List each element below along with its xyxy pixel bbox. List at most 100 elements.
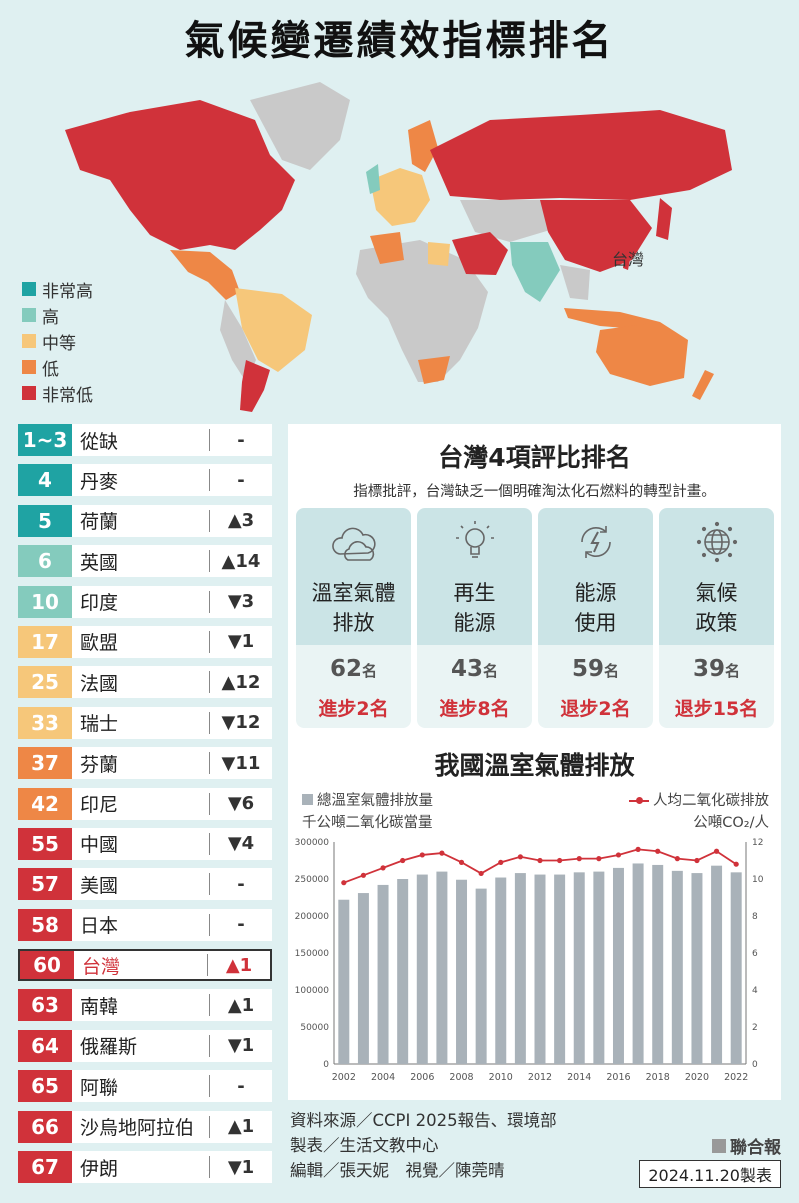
x-tick-label: 2008: [449, 1072, 473, 1083]
y-tick-label-right: 4: [752, 986, 758, 996]
rank-number: 1~3: [18, 424, 72, 456]
cloud-icon: [332, 527, 376, 561]
map-legend: 非常高 高 中等 低 非常低: [22, 276, 93, 406]
country-name: 伊朗: [80, 1157, 119, 1180]
country-name: 阿聯: [80, 1076, 119, 1099]
rank-change: ▼4: [227, 833, 255, 855]
legend-item: 高: [22, 302, 93, 328]
row-divider: [209, 590, 210, 613]
x-tick-label: 2002: [332, 1072, 356, 1083]
rank-number: 64: [18, 1029, 72, 1062]
ranking-row: 63 南韓 ▲1: [18, 989, 272, 1022]
per-capita-point: [517, 854, 523, 860]
card-label-line2: 排放: [332, 611, 375, 635]
rank-change: -: [237, 1075, 245, 1097]
rank-change: ▲1: [227, 994, 255, 1016]
emissions-bar: [612, 867, 624, 1064]
card-renewable-energy: 再生 能源 43名 進步8名: [417, 508, 532, 728]
rank-number: 67: [18, 1151, 72, 1184]
map-region-greenland: [250, 82, 350, 170]
per-capita-point: [419, 852, 425, 858]
ranking-row: 5 荷蘭 ▲3: [18, 504, 272, 537]
ranking-row: 65 阿聯 -: [18, 1070, 272, 1103]
country-name: 丹麥: [80, 470, 119, 493]
map-region-japan: [656, 198, 672, 240]
legend-label: 非常高: [42, 281, 93, 302]
y-tick-label-left: 100000: [295, 986, 330, 996]
taiwan-ranking-panel: 台灣4項評比排名 指標批評，台灣缺乏一個明確淘汰化石燃料的轉型計畫。 溫室氣體排…: [288, 424, 781, 1100]
ranking-row: 25 法國 ▲12: [18, 666, 272, 699]
ranking-row: 67 伊朗 ▼1: [18, 1151, 272, 1184]
card-label-line1: 溫室氣體: [311, 581, 396, 605]
row-divider: [209, 630, 210, 653]
per-capita-point: [341, 880, 347, 886]
date-badge: 2024.11.20製表: [639, 1160, 781, 1188]
emissions-bar: [456, 879, 468, 1064]
ranking-row: 33 瑞士 ▼12: [18, 706, 272, 739]
map-region-nordic: [408, 120, 438, 172]
card-label-line2: 能源: [453, 611, 496, 635]
rank-change: ▲1: [227, 1116, 255, 1138]
country-name: 荷蘭: [80, 511, 119, 534]
y-tick-label-left: 250000: [295, 875, 330, 885]
y-tick-label-right: 8: [752, 912, 758, 922]
rank-number: 5: [18, 504, 72, 537]
x-tick-label: 2010: [489, 1072, 513, 1083]
x-tick-label: 2004: [371, 1072, 395, 1083]
world-map: [65, 82, 732, 412]
rank-change: ▼12: [221, 712, 261, 734]
x-tick-label: 2020: [685, 1072, 709, 1083]
lightbulb-icon: [456, 521, 494, 558]
per-capita-point: [557, 857, 563, 864]
y-tick-label-left: 50000: [300, 1023, 329, 1033]
row-divider: [209, 509, 210, 532]
bar-legend-swatch: [302, 794, 313, 805]
y-tick-label-right: 0: [752, 1060, 758, 1070]
country-name: 台灣: [82, 955, 121, 978]
ranking-row: 60 台灣 ▲1: [18, 949, 272, 982]
y-tick-label-left: 0: [323, 1060, 329, 1070]
country-name: 英國: [80, 551, 119, 574]
card-energy-use: 能源 使用 59名 退步2名: [538, 508, 653, 728]
ranking-row: 10 印度 ▼3: [18, 585, 272, 618]
x-tick-label: 2016: [606, 1072, 630, 1083]
per-capita-point: [674, 856, 680, 862]
legend-item: 非常低: [22, 380, 93, 406]
per-capita-point: [478, 870, 484, 877]
ranking-row: 66 沙烏地阿拉伯 ▲1: [18, 1110, 272, 1143]
bar-legend-label: 總溫室氣體排放量: [317, 793, 433, 809]
ranking-row: 6 英國 ▲14: [18, 545, 272, 578]
legend-swatch: [22, 282, 36, 296]
y-tick-label-left: 150000: [295, 949, 330, 959]
emissions-bar: [416, 874, 428, 1064]
per-capita-point: [713, 848, 720, 854]
ranking-list: 1~3 從缺 -4 丹麥 -5 荷蘭 ▲3 6 英國 ▲14 10 印度 ▼3 17 歐盟 ▼1 25 法國 ▲12…: [18, 424, 272, 1191]
card-rank: 39名: [692, 656, 741, 682]
card-change: 進步8名: [439, 698, 510, 720]
rank-number: 4: [18, 464, 72, 497]
panel-subtitle: 指標批評，台灣缺乏一個明確淘汰化石燃料的轉型計畫。: [353, 484, 716, 500]
legend-item: 非常高: [22, 276, 93, 302]
emissions-bar: [691, 873, 703, 1064]
map-region-taiwan: [623, 258, 630, 270]
map-region-new-zealand: [692, 370, 714, 400]
row-divider: [209, 832, 210, 855]
legend-label: 非常低: [42, 385, 93, 406]
rank-change: ▲1: [225, 954, 253, 976]
x-tick-label: 2012: [528, 1072, 552, 1083]
rank-change: ▲12: [221, 671, 261, 693]
card-label-line1: 能源: [574, 581, 617, 605]
card-rank: 43名: [450, 656, 499, 682]
country-name: 俄羅斯: [80, 1036, 138, 1059]
footer: 資料來源／CCPI 2025報告、環境部 製表／生活文教中心 編輯／張天妮 視覺…: [290, 1108, 785, 1183]
map-region-china: [540, 200, 652, 272]
legend-swatch: [22, 386, 36, 400]
globe-icon: [696, 521, 738, 563]
country-name: 美國: [80, 874, 119, 897]
rank-number: 58: [18, 908, 72, 941]
card-change: 退步15名: [674, 698, 759, 720]
row-divider: [209, 711, 210, 734]
rank-number: 66: [18, 1110, 72, 1143]
x-tick-label: 2022: [724, 1072, 748, 1083]
x-tick-label: 2018: [646, 1072, 670, 1083]
